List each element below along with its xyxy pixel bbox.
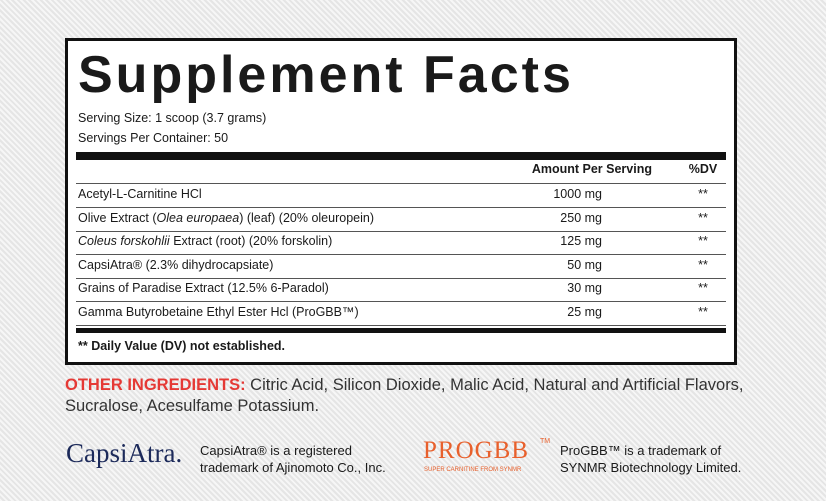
trademark-note: ProGBB™ is a trademark of SYNMR Biotechn… [560, 443, 742, 475]
daily-value: ** [698, 187, 708, 201]
daily-value: ** [698, 304, 708, 319]
dv-header: %DV [688, 162, 718, 176]
amount: 50 mg [567, 257, 602, 272]
ingredient-name: CapsiAtra® (2.3% dihydrocapsiate) [78, 258, 273, 272]
name-segment: Gamma Butyrobetaine Ethyl Ester Hcl (Pro… [78, 304, 359, 319]
rule [76, 254, 726, 255]
name-segment: Olive Extract ( [78, 210, 157, 225]
ingredient-name: Coleus forskohlii Extract (root) (20% fo… [78, 234, 332, 248]
name-segment: CapsiAtra® (2.3% dihydrocapsiate) [78, 257, 274, 272]
rule [76, 207, 726, 208]
progbb-tm: TM [540, 438, 551, 445]
daily-value: ** [698, 257, 708, 272]
thick-rule [76, 328, 726, 333]
servings-per-container: Servings Per Container: 50 [78, 131, 229, 145]
trademark-note: CapsiAtra® is a registered trademark of … [200, 443, 386, 475]
daily-value: ** [698, 210, 708, 225]
name-segment: Coleus forskohlii [78, 234, 170, 248]
name-segment: Extract (root) (20% forskolin) [169, 234, 333, 248]
serving-size: Serving Size: 1 scoop (3.7 grams) [78, 111, 267, 125]
ingredient-name: Olive Extract (Olea europaea) (leaf) (20… [78, 211, 374, 225]
title: Supplement Facts [78, 46, 574, 104]
amount: 25 mg [567, 304, 602, 319]
facts-panel: Supplement Facts Serving Size: 1 scoop (… [65, 38, 737, 365]
other-ingredients: OTHER INGREDIENTS: Citric Acid, Silicon … [65, 375, 755, 417]
amount: 250 mg [560, 210, 602, 225]
ingredient-name: Grains of Paradise Extract (12.5% 6-Para… [78, 281, 329, 295]
daily-value: ** [698, 234, 708, 248]
amount: 30 mg [567, 281, 602, 295]
name-segment: ) (leaf) (20% oleuropein) [239, 210, 374, 225]
other-ingredients-text: Citric Acid, Silicon Dioxide, Malic Acid… [65, 376, 744, 415]
progbb-tagline: SUPER CARNITINE FROM SYNMR [424, 467, 522, 473]
capsiatra-logo: CapsiAtra. [66, 438, 183, 468]
amount: 125 mg [560, 234, 602, 248]
progbb-logo: PROGBB [423, 437, 530, 464]
other-ingredients-label: OTHER INGREDIENTS: [65, 376, 246, 394]
ingredient-name: Acetyl-L-Carnitine HCl [78, 187, 202, 201]
name-segment: Grains of Paradise Extract (12.5% 6-Para… [78, 281, 329, 295]
daily-value: ** [698, 281, 708, 295]
ingredient-name: Gamma Butyrobetaine Ethyl Ester Hcl (Pro… [78, 305, 359, 319]
rule [76, 301, 726, 302]
name-segment: Acetyl-L-Carnitine HCl [78, 187, 202, 201]
amount-header: Amount Per Serving [531, 162, 652, 176]
rule [76, 324, 726, 326]
amount: 1000 mg [553, 187, 602, 201]
name-segment: Olea europaea [156, 210, 240, 225]
rule [76, 230, 726, 232]
rule [76, 183, 726, 184]
footnote: ** Daily Value (DV) not established. [78, 339, 286, 353]
rule [76, 277, 726, 279]
thick-rule [76, 152, 726, 160]
